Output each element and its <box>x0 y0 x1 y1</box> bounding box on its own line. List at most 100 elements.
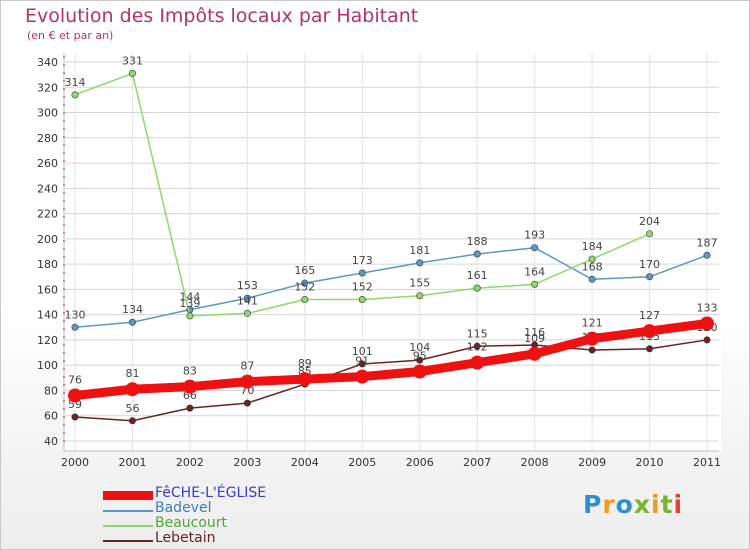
x-tick-label: 2000 <box>61 456 89 469</box>
y-tick-label: 60 <box>44 410 58 423</box>
data-label: 115 <box>467 327 488 340</box>
series-line <box>74 246 708 329</box>
data-point <box>243 309 251 317</box>
data-label: 101 <box>352 345 373 358</box>
data-label: 314 <box>65 76 86 89</box>
y-axis-dot <box>63 144 65 146</box>
y-tick-label: 300 <box>37 107 58 120</box>
data-point <box>71 323 79 331</box>
series-line <box>70 319 712 401</box>
data-point <box>588 255 596 263</box>
data-point <box>470 355 485 370</box>
y-tick-label: 200 <box>37 233 58 246</box>
data-point <box>71 413 79 421</box>
x-tick-label: 2007 <box>463 456 491 469</box>
data-point <box>297 372 312 387</box>
y-axis-dot <box>63 72 65 74</box>
logo-letter: o <box>615 490 634 519</box>
data-point <box>301 279 309 287</box>
data-point <box>531 280 539 288</box>
y-axis-dot <box>63 408 65 410</box>
x-tick-label: 2001 <box>118 456 146 469</box>
data-label: 127 <box>639 309 660 322</box>
legend-label-beaucourt: Beaucourt <box>155 515 228 531</box>
y-tick-label: 260 <box>37 157 58 170</box>
data-label: 188 <box>467 235 488 248</box>
x-tick-label: 2006 <box>406 456 434 469</box>
data-label: 83 <box>183 365 197 378</box>
data-point <box>646 230 654 238</box>
y-axis-dot <box>63 328 65 330</box>
chart-title: Evolution des Impôts locaux par Habitant <box>25 5 419 27</box>
data-point <box>416 292 424 300</box>
data-label: 165 <box>294 264 315 277</box>
data-label: 181 <box>409 244 430 257</box>
data-point <box>243 294 251 302</box>
data-label: 164 <box>524 265 545 278</box>
data-label: 95 <box>413 350 427 363</box>
x-tick-label: 2004 <box>291 456 319 469</box>
y-axis-dot <box>63 96 65 98</box>
data-point <box>646 345 654 353</box>
x-tick-label: 2005 <box>348 456 376 469</box>
data-label: 134 <box>122 303 143 316</box>
y-axis-dot <box>63 224 65 226</box>
x-tick-label: 2010 <box>636 456 664 469</box>
legend-label-lebetain: Lebetain <box>155 530 216 546</box>
y-axis-dot <box>63 56 65 58</box>
data-point <box>128 69 136 77</box>
legend-swatch-lebetain <box>103 540 153 542</box>
data-point <box>186 312 194 320</box>
y-axis-dot <box>63 312 65 314</box>
y-tick-label: 180 <box>37 258 58 271</box>
y-axis-dot <box>63 296 65 298</box>
logo-letter: i <box>651 490 661 519</box>
y-axis-dot <box>63 280 65 282</box>
legend-label-badevel: Badevel <box>155 500 212 516</box>
data-point <box>703 251 711 259</box>
y-axis-dot <box>63 160 65 162</box>
data-label: 161 <box>467 269 488 282</box>
data-label: 121 <box>582 317 603 330</box>
y-axis-dot <box>63 432 65 434</box>
y-tick-label: 320 <box>37 81 58 94</box>
data-label: 170 <box>639 258 660 271</box>
y-axis-dot <box>63 424 65 426</box>
y-tick-label: 40 <box>44 435 58 448</box>
data-label: 109 <box>524 332 545 345</box>
data-label: 76 <box>68 374 82 387</box>
y-axis-dot <box>63 232 65 234</box>
y-axis-dot <box>63 256 65 258</box>
x-tick-label: 2002 <box>176 456 204 469</box>
data-label: 184 <box>582 240 603 253</box>
y-axis-dot <box>63 112 65 114</box>
data-point <box>358 269 366 277</box>
data-label: 331 <box>122 54 143 67</box>
y-axis-dot <box>63 80 65 82</box>
y-tick-label: 120 <box>37 334 58 347</box>
logo-letter: r <box>602 490 616 519</box>
y-axis-dot <box>63 384 65 386</box>
data-point <box>531 244 539 252</box>
y-axis-dot <box>63 440 65 442</box>
y-tick-label: 80 <box>44 384 58 397</box>
data-label: 56 <box>125 402 139 415</box>
data-point <box>358 360 366 368</box>
y-axis-dot <box>63 272 65 274</box>
data-label: 204 <box>639 215 660 228</box>
y-axis-dot <box>63 152 65 154</box>
y-axis-dot <box>63 392 65 394</box>
data-label: 89 <box>298 357 312 370</box>
y-axis-dot <box>63 360 65 362</box>
y-axis-dot <box>63 344 65 346</box>
chart-subtitle: (en € et par an) <box>27 29 114 42</box>
data-point <box>588 275 596 283</box>
x-tick-label: 2011 <box>693 456 721 469</box>
data-point <box>128 318 136 326</box>
y-axis-dot <box>63 64 65 66</box>
x-tick-label: 2008 <box>521 456 549 469</box>
data-label: 91 <box>355 355 369 368</box>
legend-label-feche: FêCHE-L'ÉGLISE <box>155 485 267 501</box>
data-point <box>527 346 542 361</box>
